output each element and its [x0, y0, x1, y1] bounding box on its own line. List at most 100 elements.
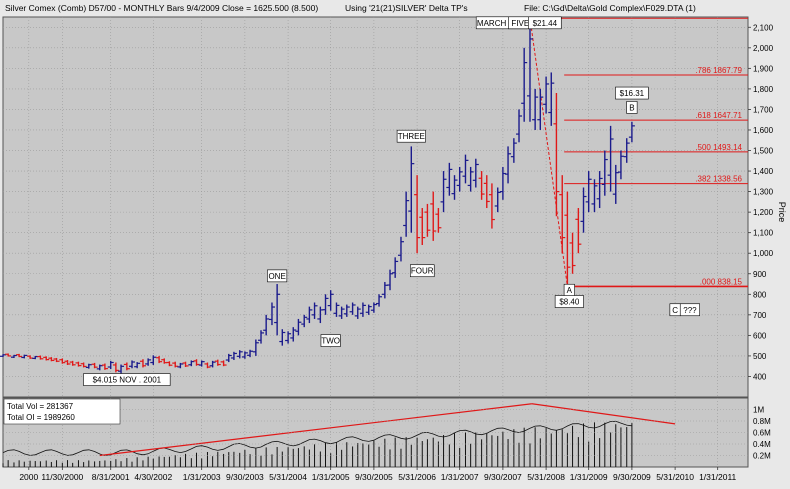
volume-legend-box [3, 398, 121, 425]
wave-label: $4.015 NOV . 2001 [83, 373, 171, 386]
wave-label: B [626, 101, 638, 114]
fib-level-label: .786 1867.79 [695, 66, 742, 75]
fib-levels: .786 1867.79 .618 1647.71 .500 1493.14 .382… [529, 17, 748, 288]
price-tick-label: 800 [753, 290, 767, 299]
open-interest-line [2, 420, 632, 456]
ohlc-bar [80, 362, 87, 368]
ohlc-bar [387, 269, 394, 291]
x-tick-label: 9/30/2005 [355, 472, 393, 482]
ohlc-bar [365, 304, 372, 315]
ohlc-bar [311, 302, 318, 319]
wave-label-box [554, 295, 584, 308]
wave-label-box [679, 303, 700, 317]
ohlc-bar [118, 364, 125, 374]
ohlc-bar [548, 72, 555, 126]
wave-label-text: THREE [398, 132, 425, 141]
wave-label: $16.31 [615, 86, 649, 100]
ohlc-bar [564, 191, 571, 287]
wave-label-box [626, 101, 638, 114]
wave-label-box [528, 16, 562, 30]
wave-label-text: ??? [683, 306, 697, 315]
ohlc-bar [553, 93, 560, 217]
ohlc-bar [628, 121, 635, 143]
x-axis: 2000 11/30/2000 8/31/2001 4/30/2002 1/31/200… [19, 467, 737, 482]
ohlc-bar [623, 138, 630, 163]
ohlc-bar [101, 363, 108, 370]
price-tick-label: 2,100 [753, 23, 774, 32]
price-tick-label: 1,200 [753, 208, 774, 217]
price-tick-label: 400 [753, 372, 767, 381]
ohlc-bar [85, 363, 92, 369]
fib-level-label: .000 838.15 [700, 277, 743, 286]
volume-tick-label: 0.4M [753, 440, 771, 449]
chart-header-file: File: C:\Gd\Delta\Gold Complex\F029.DTA … [524, 3, 696, 13]
ohlc-bar [145, 358, 152, 366]
ohlc-bar [591, 179, 598, 213]
ohlc-bar [462, 154, 469, 184]
ohlc-bar [214, 359, 221, 366]
x-tick-label: 2000 [19, 472, 38, 482]
ohlc-bar [617, 150, 624, 180]
ohlc-bar [112, 362, 119, 373]
ohlc-bar [209, 360, 216, 368]
wave-label: C [669, 303, 681, 317]
volume-trend-line [531, 403, 676, 425]
ohlc-bar [359, 302, 366, 317]
wave-label-box [267, 269, 288, 283]
ohlc-bar [446, 162, 453, 196]
wave-label-box [320, 334, 341, 347]
price-tick-label: 600 [753, 331, 767, 340]
ohlc-bar [268, 302, 275, 326]
ohlc-bar [107, 360, 114, 370]
wave-label-box [83, 373, 171, 386]
price-tick-label: 500 [753, 352, 767, 361]
chart-header-title: Silver Comex (Comb) D57/00 - MONTHLY Bar… [5, 3, 318, 13]
x-tick-label: 1/31/2003 [183, 472, 221, 482]
ohlc-bar [69, 360, 76, 366]
ohlc-bar [397, 236, 404, 262]
ohlc-bar [139, 359, 146, 368]
ohlc-bar [483, 175, 490, 209]
price-panel [2, 16, 749, 398]
wave-label-text: A [567, 286, 573, 295]
x-tick-label: 9/30/2003 [226, 472, 264, 482]
wave-label: ONE [267, 269, 288, 283]
ohlc-bar [343, 304, 350, 317]
ohlc-bar [306, 306, 313, 324]
ohlc-bars [0, 18, 635, 374]
price-tick-label: 1,300 [753, 188, 774, 197]
wave-label-text: $4.015 NOV . 2001 [93, 376, 162, 385]
ohlc-bar [349, 302, 356, 315]
x-tick-label: 5/31/2006 [398, 472, 436, 482]
price-tick-label: 1,100 [753, 229, 774, 238]
wave-label-box [396, 129, 426, 143]
ohlc-bar [230, 351, 237, 361]
wave-label-box [615, 86, 649, 100]
wave-label-text: ONE [268, 272, 285, 281]
ohlc-bar [198, 360, 205, 367]
ohlc-bar [48, 357, 55, 362]
ohlc-bar [569, 232, 576, 274]
ohlc-bar [279, 329, 286, 346]
ohlc-bar [543, 76, 550, 114]
ohlc-bar [537, 88, 544, 130]
ohlc-bar [521, 47, 528, 122]
x-tick-label: 5/31/2008 [527, 472, 565, 482]
ohlc-bar [75, 361, 82, 367]
ohlc-bar [236, 350, 243, 359]
ohlc-bar [403, 191, 410, 237]
ohlc-bar [333, 302, 340, 317]
ohlc-bar [414, 175, 421, 254]
wave-label-text: $8.40 [559, 298, 580, 307]
ohlc-bar [435, 208, 442, 233]
ohlc-bar [177, 362, 184, 369]
ohlc-bar [5, 353, 12, 357]
price-tick-label: 1,500 [753, 147, 774, 156]
ohlc-bar [370, 302, 377, 313]
ohlc-bar [516, 109, 523, 143]
wave-label: A [563, 283, 575, 297]
price-tick-label: 1,000 [753, 249, 774, 258]
retracement-line [529, 18, 568, 287]
ohlc-bar [559, 175, 566, 254]
